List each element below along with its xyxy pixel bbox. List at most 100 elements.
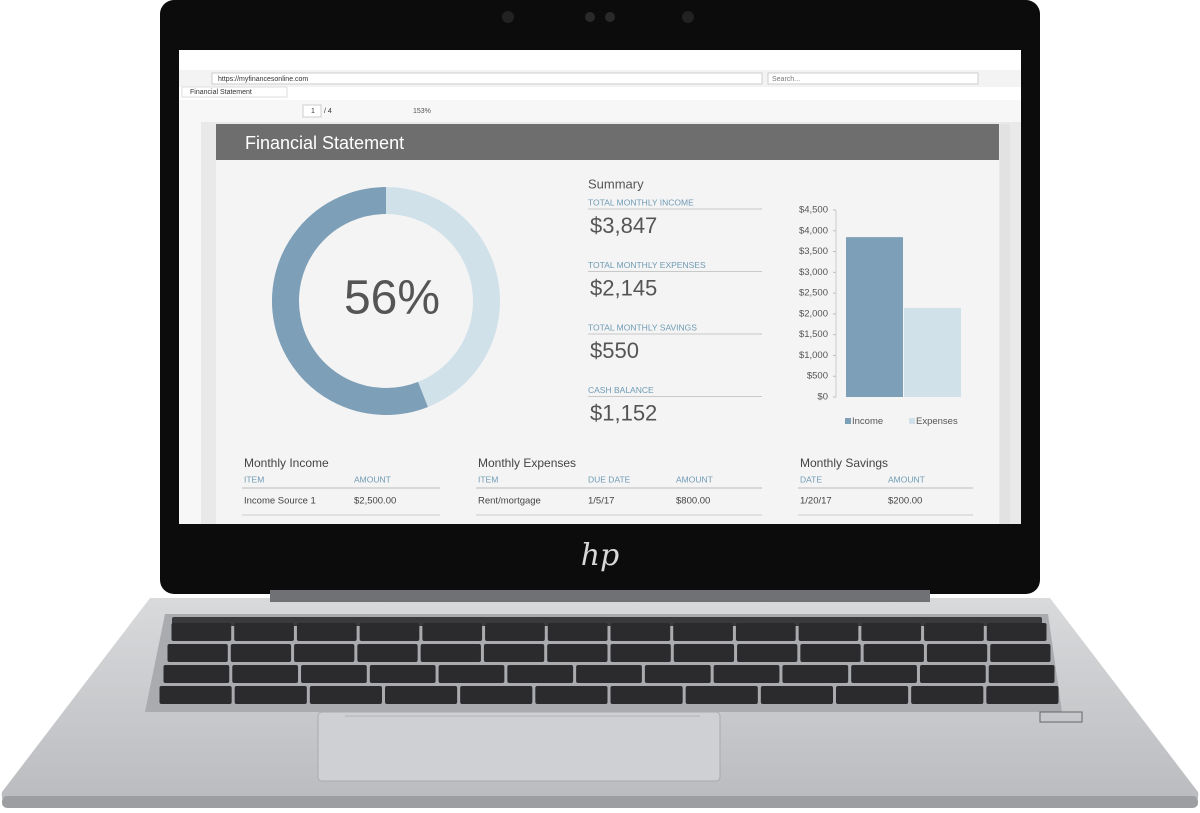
y-tick-label: $0 [817,392,828,403]
key [422,623,483,641]
key [644,665,711,683]
key [576,665,642,683]
y-tick-label: $2,500 [799,288,828,299]
summary-heading: Summary [588,176,644,191]
camera [682,11,694,23]
table-cell: $200.00 [888,496,922,507]
table-title: Monthly Expenses [478,456,576,470]
key [167,644,228,662]
legend-swatch [845,418,851,424]
url: https://myfinancesonline.com [218,76,308,83]
key [988,665,1055,683]
table-cell: 1/20/17 [800,496,832,507]
key [863,644,924,662]
summary-label: TOTAL MONTHLY INCOME [588,197,694,207]
table-cell: Income Source 1 [244,496,316,507]
summary-value: $1,152 [590,400,657,425]
key [301,665,367,683]
key [547,623,608,641]
touchpad[interactable] [317,711,721,782]
table-header: AMOUNT [354,474,391,484]
search-box[interactable] [767,72,979,85]
keyboard [159,617,1059,704]
hinge [270,590,930,602]
page-total: / 4 [324,108,332,115]
key [535,686,608,704]
key [673,644,735,662]
scrollbar[interactable] [1000,124,1010,524]
tab[interactable] [181,86,288,98]
document-title: Financial Statement [245,133,404,153]
key [986,686,1059,704]
key [990,644,1051,662]
screen: https://myfinancesonline.com Search... F… [179,50,1021,524]
key [986,623,1047,641]
zoom-level[interactable]: 153% [413,108,431,115]
key [610,644,671,662]
key [713,665,780,683]
table-cell: $800.00 [676,496,710,507]
y-tick-label: $1,500 [799,329,828,340]
fingerprint-reader [1039,711,1083,723]
key [737,644,798,662]
search-placeholder: Search... [772,76,800,83]
key [735,623,796,641]
key [685,686,758,704]
key [357,644,418,662]
key [483,644,545,662]
key [420,644,481,662]
y-tick-label: $3,000 [799,267,828,278]
table-header: AMOUNT [888,474,925,484]
summary-value: $3,847 [590,213,657,238]
summary-label: TOTAL MONTHLY SAVINGS [588,322,697,332]
key [159,686,232,704]
y-tick-label: $1,000 [799,350,828,361]
key [294,644,355,662]
document-header [216,124,999,160]
key [230,644,292,662]
key [760,686,833,704]
address-bar[interactable] [211,72,763,85]
bar [904,307,961,397]
key [171,623,232,641]
key [924,623,984,641]
key [460,686,533,704]
key [610,686,683,704]
y-tick-label: $2,000 [799,308,828,319]
key [836,686,909,704]
page-number: 1 [311,108,315,115]
table-title: Monthly Income [244,456,329,470]
key [919,665,986,683]
legend-label: Expenses [916,416,958,427]
y-tick-label: $500 [807,371,828,382]
base-edge [2,796,1198,808]
summary-value: $550 [590,338,639,363]
key [232,665,299,683]
key [673,623,733,641]
key [385,686,458,704]
key [861,623,922,641]
summary-value: $2,145 [590,275,657,300]
key [610,623,671,641]
page-input[interactable] [302,104,322,118]
key [782,665,849,683]
table-cell: 1/5/17 [588,496,614,507]
sidebar [179,122,201,524]
key [234,623,294,641]
brand-logo: hp [581,538,620,573]
summary-label: CASH BALANCE [588,385,654,395]
key [234,686,307,704]
key [296,623,357,641]
y-tick-label: $4,500 [799,205,828,216]
key [163,665,230,683]
table-cell: Rent/mortgage [478,496,541,507]
key [507,665,574,683]
table-header: DATE [800,474,822,484]
y-tick-label: $3,500 [799,246,828,257]
viewer-toolbar [179,100,1021,122]
table-header: ITEM [478,474,498,484]
key [800,644,861,662]
y-tick-label: $4,000 [799,225,828,236]
tab-title: Financial Statement [190,89,252,96]
